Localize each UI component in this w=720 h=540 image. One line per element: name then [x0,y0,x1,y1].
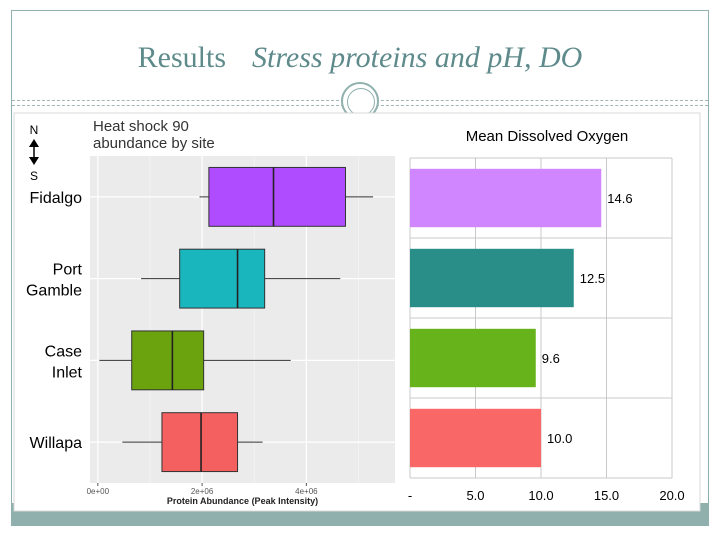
do-bar [410,408,541,468]
boxplot-title-line: abundance by site [93,135,215,152]
do-bar-port-gamble: 12.5 [410,248,605,308]
boxplot-x-tick-label: 2e+06 [191,487,214,496]
boxplot-box-case-inlet [99,330,291,391]
boxplot-x-tick-label: 4e+06 [295,487,318,496]
boxplot-iqr-box [208,166,346,227]
compass-north-arrow-icon [29,139,39,147]
boxplot-iqr-box [161,412,239,473]
boxplot-x-tick-label: 0e+00 [87,487,110,496]
slide-title-sub: Stress proteins and pH, DO [252,41,583,74]
do-bar [410,328,536,388]
boxplot-box-willapa [122,412,263,473]
bar-x-tick-label: 20.0 [659,488,684,503]
site-label: Gamble [26,283,82,300]
boxplot-x-axis-label: Protein Abundance (Peak Intensity) [167,496,318,506]
do-bar [410,168,602,228]
boxplot-box-port-gamble [141,248,341,309]
bar-x-tick-label: - [408,488,412,503]
compass-south-label: S [30,169,38,183]
boxplot-iqr-box [131,330,205,391]
do-bar [410,248,574,308]
boxplot-box-fidalgo [199,166,374,227]
site-label: Inlet [52,364,83,381]
do-bar-willapa: 10.0 [410,408,572,468]
site-label: Port [53,262,83,279]
site-label: Case [45,343,82,360]
title-area: Results Stress proteins and pH, DO [12,11,708,111]
bar-x-tick-label: 15.0 [594,488,619,503]
do-bar-fidalgo: 14.6 [410,168,633,228]
do-bar-value-label: 9.6 [542,351,560,366]
boxplot-iqr-box [179,248,266,309]
do-bar-value-label: 14.6 [607,191,632,206]
bar-x-tick-label: 10.0 [528,488,553,503]
site-label: Fidalgo [30,190,83,207]
do-bar-value-label: 10.0 [547,431,572,446]
do-bar-case-inlet: 9.6 [410,328,560,388]
dissolved-oxygen-title: Mean Dissolved Oxygen [466,128,629,145]
site-label: Willapa [30,435,83,452]
do-bar-value-label: 12.5 [580,271,605,286]
slide-title-main: Results [137,41,227,74]
slide-title: Results Stress proteins and pH, DO [12,41,708,75]
compass-north-label: N [30,123,39,137]
compass-south-arrow-icon [29,157,39,165]
bar-x-tick-label: 5.0 [466,488,484,503]
boxplot-title-line: Heat shock 90 [93,118,189,135]
